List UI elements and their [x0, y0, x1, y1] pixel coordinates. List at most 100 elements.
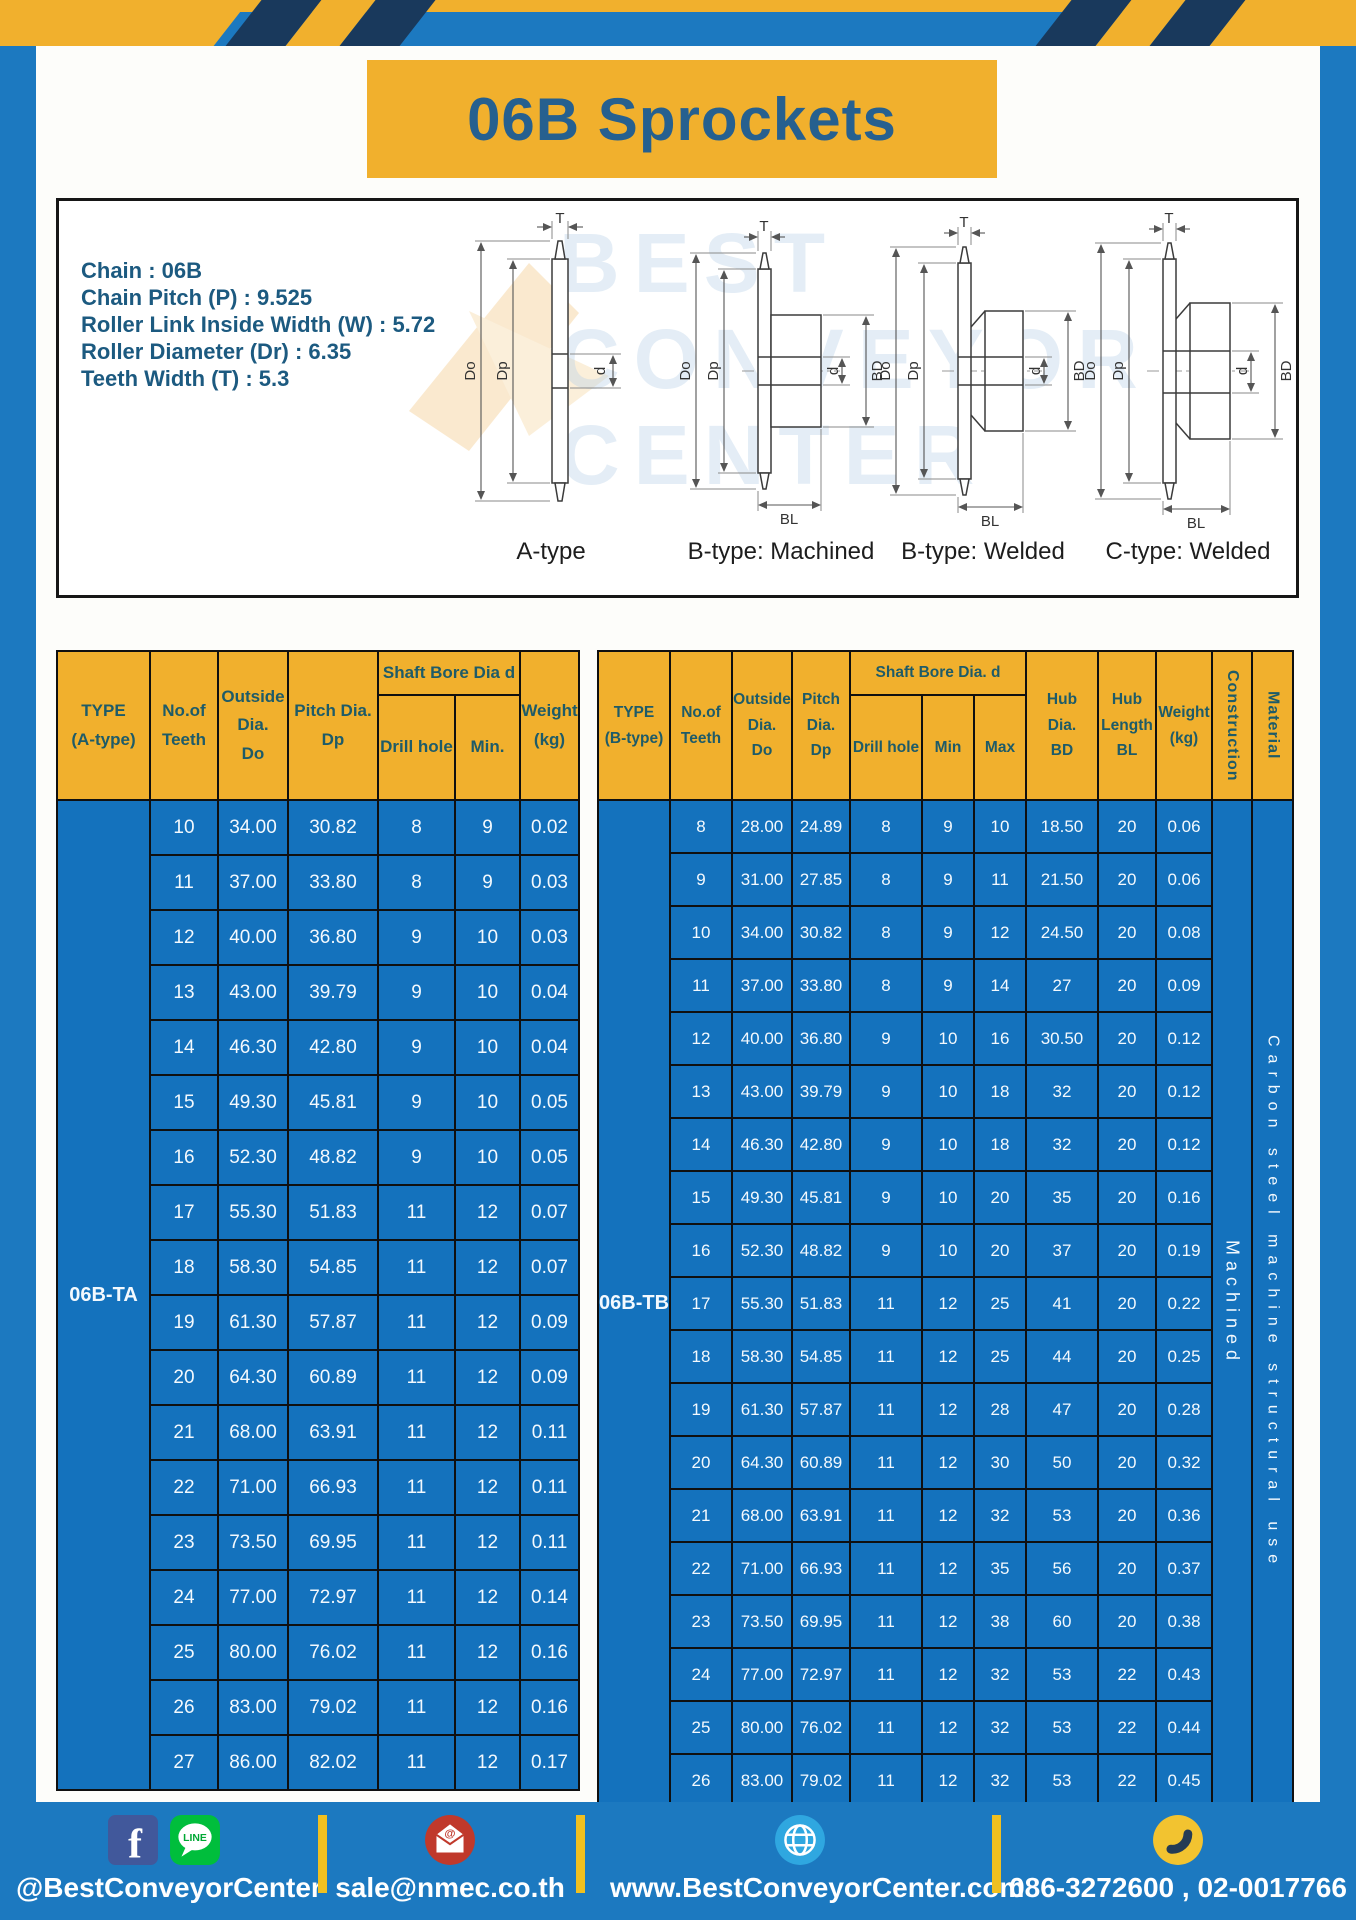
table-cell: 63.91 — [287, 1404, 379, 1461]
table-cell: 9 — [669, 852, 733, 907]
table-cell: 0.36 — [1155, 1488, 1213, 1543]
table-cell: 30.50 — [1025, 1011, 1099, 1066]
table-cell: 0.05 — [519, 1074, 580, 1131]
table-cell: 0.08 — [1155, 905, 1213, 960]
table-row: 16 52.30 48.82 9 10 20 37 20 0.19 — [598, 1223, 1293, 1278]
table-cell: 61.30 — [217, 1294, 289, 1351]
table-cell: 13 — [669, 1064, 733, 1119]
table-cell: 20 — [669, 1435, 733, 1490]
table-cell: 12 — [973, 905, 1027, 960]
table-cell: 0.03 — [519, 854, 580, 911]
table-row: 18 58.30 54.85 11 12 25 44 20 0.25 — [598, 1329, 1293, 1384]
table-cell: 10 — [454, 1129, 521, 1186]
table-cell: 33.80 — [791, 958, 851, 1013]
table-cell: 39.79 — [287, 964, 379, 1021]
table-cell: 77.00 — [217, 1569, 289, 1626]
table-cell: 24.50 — [1025, 905, 1099, 960]
table-cell: 37 — [1025, 1223, 1099, 1278]
col-header-drill-hole: Drill hole — [377, 694, 456, 801]
svg-text:LINE: LINE — [183, 1833, 207, 1844]
table-cell: 48.82 — [287, 1129, 379, 1186]
table-cell: 18.50 — [1025, 799, 1099, 854]
table-cell: 22 — [669, 1541, 733, 1596]
col-header-outside-dia: Outside Dia. Do — [731, 650, 793, 801]
b-type-table: TYPE (B-type) No.of Teeth Outside Dia. D… — [597, 650, 1294, 1808]
b-type-machined-diagram: T Do Dp d BD BL B-type: Machined — [666, 211, 896, 566]
spec-line: Chain : 06B — [81, 258, 203, 283]
table-row: 06B-TB 8 28.00 24.89 8 9 10 18.50 20 0.06 Machined… — [597, 799, 1294, 1808]
svg-text:@: @ — [444, 1828, 455, 1840]
table-row: 14 46.30 42.80 9 10 0.04 — [57, 1019, 580, 1076]
footer-social: f LINE @BestConveyorCenter — [16, 1812, 322, 1904]
dim-label-dp: Dp — [494, 361, 511, 380]
table-cell: 48.82 — [791, 1223, 851, 1278]
table-cell: 0.16 — [519, 1624, 580, 1681]
table-cell: 18 — [669, 1329, 733, 1384]
table-cell: 0.11 — [519, 1459, 580, 1516]
table-cell: 20 — [1097, 1541, 1157, 1596]
table-cell: 82.02 — [287, 1734, 379, 1791]
table-cell: 8 — [849, 905, 923, 960]
table-cell: 0.25 — [1155, 1329, 1213, 1384]
table-cell: 36.80 — [287, 909, 379, 966]
table-cell: 53 — [1025, 1488, 1099, 1543]
chain-specs: Chain : 06B Chain Pitch (P) : 9.525 Roll… — [81, 257, 435, 392]
c-type-welded-diagram: T Do Dp d BD BL C-type: Welded — [1073, 210, 1296, 566]
table-cell: 35 — [973, 1541, 1027, 1596]
col-header-weight: Weight (kg) — [519, 650, 580, 801]
table-cell: 11 — [377, 1679, 456, 1736]
table-cell: 17 — [149, 1184, 219, 1241]
table-cell: 12 — [454, 1734, 521, 1791]
a-type-table: TYPE (A-type) No.of Teeth Outside Dia. D… — [56, 650, 580, 1791]
table-row: 23 73.50 69.95 11 12 0.11 — [57, 1514, 580, 1571]
table-cell: 56 — [1025, 1541, 1099, 1596]
table-row: 19 61.30 57.87 11 12 28 47 20 0.28 — [598, 1382, 1293, 1437]
table-cell: 22 — [1097, 1753, 1157, 1808]
svg-text:f: f — [128, 1821, 143, 1866]
table-cell: 9 — [454, 799, 521, 856]
table-cell: 0.16 — [1155, 1170, 1213, 1225]
table-row: 10 34.00 30.82 8 9 12 24.50 20 0.08 — [598, 905, 1293, 960]
footer-phone: 086-3272600 , 02-0017766 — [1004, 1812, 1352, 1904]
table-cell: 12 — [454, 1239, 521, 1296]
table-cell: 32 — [973, 1488, 1027, 1543]
table-row: 13 43.00 39.79 9 10 18 32 20 0.12 — [598, 1064, 1293, 1119]
table-row: 27 86.00 82.02 11 12 0.17 — [57, 1734, 580, 1791]
table-cell: 83.00 — [731, 1753, 793, 1808]
table-row: 15 49.30 45.81 9 10 0.05 — [57, 1074, 580, 1131]
table-cell: 58.30 — [731, 1329, 793, 1384]
col-header-pitch-dia: Pitch Dia. Dp — [791, 650, 851, 801]
table-cell: 61.30 — [731, 1382, 793, 1437]
table-cell: 12 — [149, 909, 219, 966]
table-cell: 10 — [921, 1117, 975, 1172]
table-cell: 53 — [1025, 1753, 1099, 1808]
table-cell: 20 — [1097, 958, 1157, 1013]
col-header-shaft-bore: Shaft Bore Dia. d — [849, 650, 1027, 696]
table-row: 24 77.00 72.97 11 12 0.14 — [57, 1569, 580, 1626]
table-cell: 9 — [377, 1019, 456, 1076]
spec-line: Roller Diameter (Dr) : 6.35 — [81, 339, 352, 364]
col-header-type: TYPE (A-type) — [56, 650, 151, 801]
col-header-pitch-dia: Pitch Dia. Dp — [287, 650, 379, 801]
table-cell: 44 — [1025, 1329, 1099, 1384]
line-icon: LINE — [170, 1815, 220, 1865]
table-cell: 64.30 — [731, 1435, 793, 1490]
table-cell: 0.44 — [1155, 1700, 1213, 1755]
table-cell: 43.00 — [731, 1064, 793, 1119]
table-cell: 10 — [454, 909, 521, 966]
table-cell: 0.06 — [1155, 852, 1213, 907]
table-cell: 66.93 — [287, 1459, 379, 1516]
table-cell: 38 — [973, 1594, 1027, 1649]
table-cell: 0.06 — [1155, 799, 1213, 854]
content-panel: 06B Sprockets BEST CONVEYOR CENTER Chain… — [36, 46, 1320, 1808]
table-cell: 8 — [669, 799, 733, 854]
material-cell: Carbon steel machine structural use — [1251, 799, 1294, 1808]
table-cell: 11 — [149, 854, 219, 911]
table-cell: 24 — [669, 1647, 733, 1702]
table-cell: 14 — [973, 958, 1027, 1013]
table-cell: 60 — [1025, 1594, 1099, 1649]
table-cell: 79.02 — [791, 1753, 851, 1808]
table-cell: 20 — [973, 1170, 1027, 1225]
table-row: 26 83.00 79.02 11 12 32 53 22 0.45 — [598, 1753, 1293, 1808]
type-label-cell: 06B-TA — [56, 799, 151, 1791]
